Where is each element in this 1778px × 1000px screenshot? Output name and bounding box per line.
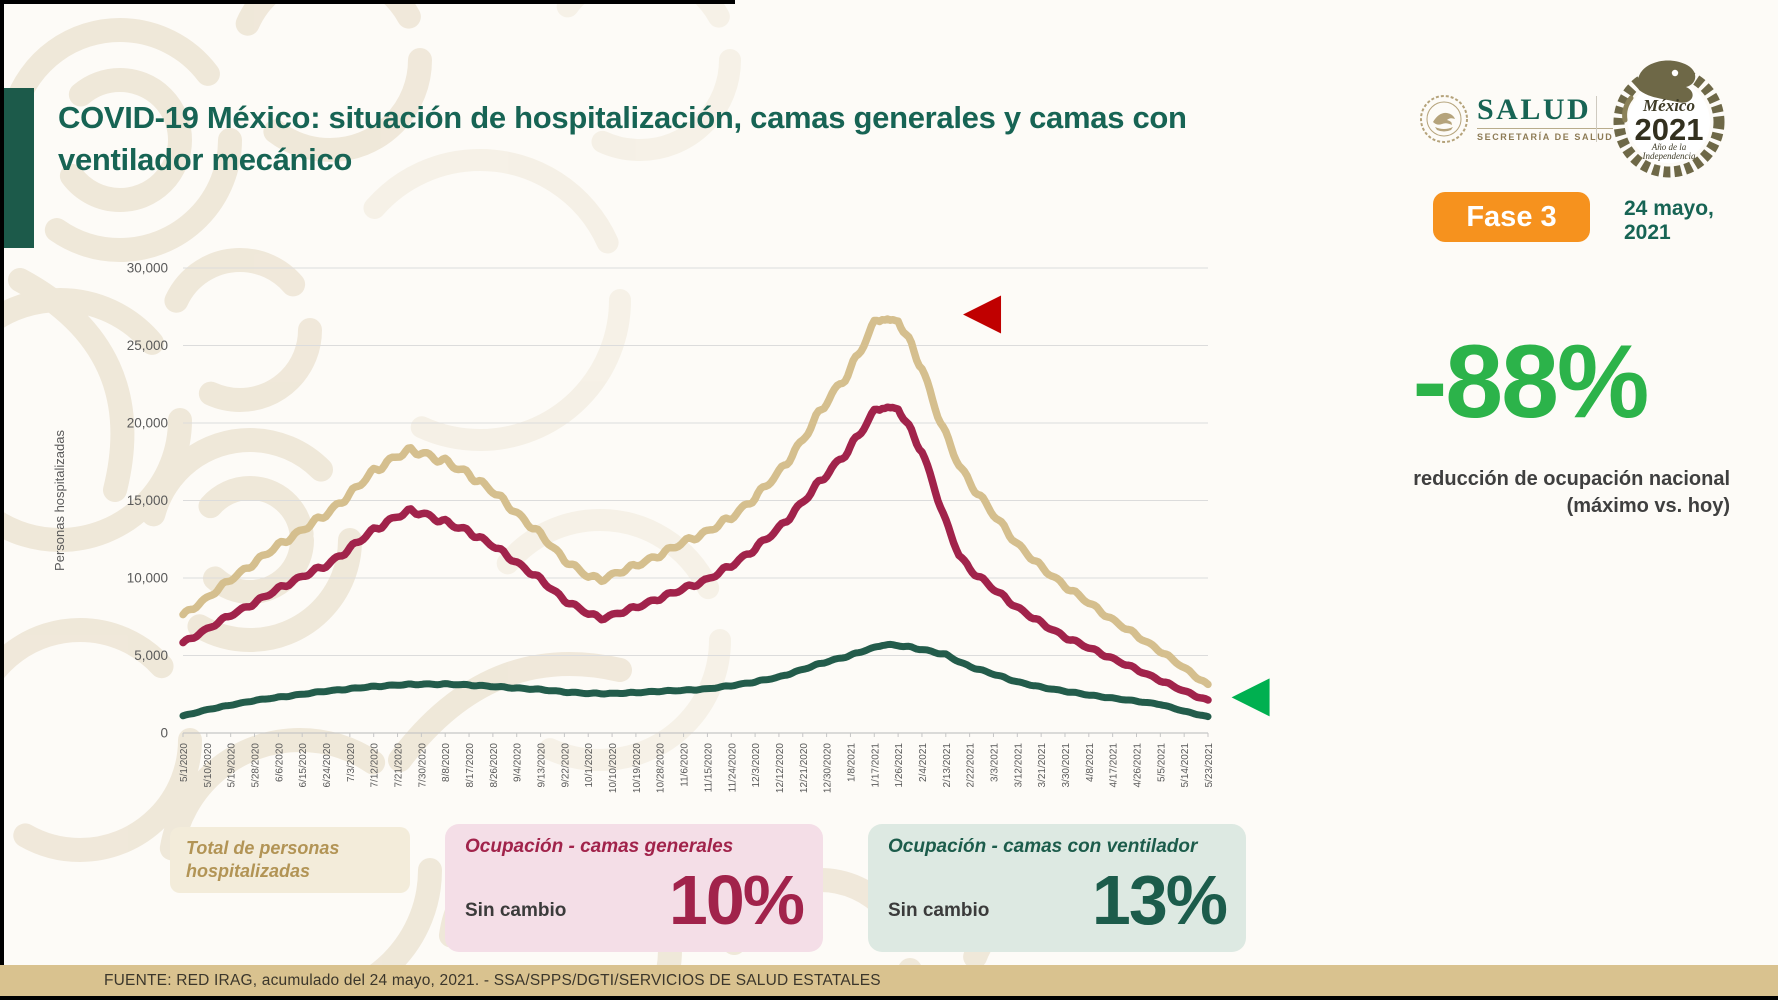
title-accent-bar [4, 88, 34, 248]
svg-text:3/21/2021: 3/21/2021 [1037, 743, 1048, 788]
stat-caption-line2: (máximo vs. hoy) [1566, 495, 1730, 517]
svg-text:5/14/2021: 5/14/2021 [1180, 743, 1191, 788]
legend-box-general-beds: Ocupación - camas generales Sin cambio 1… [445, 824, 823, 952]
svg-text:9/13/2020: 9/13/2020 [537, 743, 548, 788]
page-border-left [0, 0, 4, 1000]
legend-ventilator-title: Ocupación - camas con ventilador [888, 836, 1198, 857]
svg-text:12/30/2020: 12/30/2020 [823, 743, 834, 793]
legend-box-total: Total de personas hospitalizadas [170, 827, 410, 893]
stat-caption-line1: reducción de ocupación nacional [1413, 468, 1730, 490]
page-border-top [0, 0, 735, 4]
salud-subtitle: SECRETARÍA DE SALUD [1477, 132, 1614, 142]
svg-text:1/26/2021: 1/26/2021 [894, 743, 905, 788]
svg-text:5/1/2020: 5/1/2020 [179, 743, 190, 782]
stat-reduction-value: -88% [1412, 324, 1650, 440]
salud-eagle-seal-icon [1420, 95, 1468, 143]
svg-text:4/26/2021: 4/26/2021 [1132, 743, 1143, 788]
stat-reduction-caption: reducción de ocupación nacional (máximo … [1330, 466, 1730, 520]
svg-text:5/19/2020: 5/19/2020 [227, 743, 238, 788]
svg-text:Personas hospitalizadas: Personas hospitalizadas [52, 430, 67, 571]
svg-text:3/12/2021: 3/12/2021 [1013, 743, 1024, 788]
svg-text:4/17/2021: 4/17/2021 [1109, 743, 1120, 788]
page-border-bottom [0, 996, 1778, 1000]
svg-text:12/21/2020: 12/21/2020 [799, 743, 810, 793]
legend-ventilator-status: Sin cambio [888, 900, 990, 921]
legend-general-status: Sin cambio [465, 900, 567, 921]
header-date-line2: 2021 [1624, 221, 1671, 244]
header-logo-divider [1596, 96, 1597, 142]
svg-text:5,000: 5,000 [134, 648, 168, 663]
mexico-logo-text-2021: 2021 [1635, 112, 1704, 147]
svg-text:6/24/2020: 6/24/2020 [322, 743, 333, 788]
header-date-line1: 24 mayo, [1624, 197, 1714, 220]
footer-source-text: FUENTE: RED IRAG, acumulado del 24 mayo,… [104, 971, 881, 989]
svg-text:1/8/2021: 1/8/2021 [846, 743, 857, 782]
legend-box-ventilator-beds: Ocupación - camas con ventilador Sin cam… [868, 824, 1246, 952]
svg-text:12/3/2020: 12/3/2020 [751, 743, 762, 788]
svg-text:4/8/2021: 4/8/2021 [1085, 743, 1096, 782]
svg-text:5/5/2021: 5/5/2021 [1156, 743, 1167, 782]
phase-badge: Fase 3 [1433, 192, 1590, 242]
svg-text:11/15/2020: 11/15/2020 [703, 743, 714, 793]
salud-divider-rule [1477, 128, 1614, 129]
svg-text:12/12/2020: 12/12/2020 [775, 743, 786, 793]
legend-total-label: Total de personas hospitalizadas [186, 838, 340, 881]
svg-text:20,000: 20,000 [127, 416, 168, 431]
svg-text:7/12/2020: 7/12/2020 [370, 743, 381, 788]
mexico-logo-text-mexico: México [1642, 96, 1695, 115]
svg-text:11/6/2020: 11/6/2020 [680, 743, 691, 787]
salud-wordmark: SALUD [1477, 93, 1592, 126]
svg-text:25,000: 25,000 [127, 338, 168, 353]
mexico-logo-text-independencia: Independencia [1642, 151, 1696, 161]
svg-text:7/21/2020: 7/21/2020 [394, 743, 405, 788]
svg-text:15,000: 15,000 [127, 493, 168, 508]
svg-text:8/17/2020: 8/17/2020 [465, 743, 476, 788]
svg-text:2/13/2021: 2/13/2021 [942, 743, 953, 788]
svg-text:10/19/2020: 10/19/2020 [632, 743, 643, 793]
svg-text:5/28/2020: 5/28/2020 [251, 743, 262, 788]
svg-text:3/30/2021: 3/30/2021 [1061, 743, 1072, 788]
legend-general-title: Ocupación - camas generales [465, 836, 734, 857]
svg-text:10/10/2020: 10/10/2020 [608, 743, 619, 793]
page-title: COVID-19 México: situación de hospitaliz… [58, 99, 1187, 177]
svg-text:30,000: 30,000 [127, 261, 168, 276]
svg-text:10/28/2020: 10/28/2020 [656, 743, 667, 793]
footer-source-bar: FUENTE: RED IRAG, acumulado del 24 mayo,… [0, 965, 1778, 996]
svg-text:8/8/2020: 8/8/2020 [441, 743, 452, 782]
header-date: 24 mayo, 2021 [1624, 197, 1714, 245]
svg-text:11/24/2020: 11/24/2020 [727, 743, 738, 793]
svg-text:3/3/2021: 3/3/2021 [989, 743, 1000, 782]
svg-text:10/1/2020: 10/1/2020 [584, 743, 595, 788]
legend-general-value: 10% [668, 861, 805, 939]
svg-text:5/23/2021: 5/23/2021 [1204, 743, 1215, 788]
chart-region: 0 5,000 10,000 15,000 20,000 25,000 30,000 Pers… [50, 250, 1300, 825]
svg-text:1/17/2021: 1/17/2021 [870, 743, 881, 788]
svg-text:6/6/2020: 6/6/2020 [274, 743, 285, 782]
svg-text:7/30/2020: 7/30/2020 [417, 743, 428, 788]
svg-text:9/22/2020: 9/22/2020 [560, 743, 571, 788]
svg-text:2/4/2021: 2/4/2021 [918, 743, 929, 782]
svg-text:7/3/2020: 7/3/2020 [346, 743, 357, 782]
svg-text:2/22/2021: 2/22/2021 [966, 743, 977, 788]
mexico-2021-logo: México 2021 Año de la Independencia [1613, 60, 1725, 178]
legend-ventilator-value: 13% [1091, 861, 1228, 939]
salud-logo: SALUD SECRETARÍA DE SALUD [1419, 93, 1614, 144]
hospitalization-chart: 0 5,000 10,000 15,000 20,000 25,000 30,000 Pers… [52, 261, 1270, 793]
svg-text:9/4/2020: 9/4/2020 [513, 743, 524, 782]
svg-text:6/15/2020: 6/15/2020 [298, 743, 309, 788]
svg-text:10,000: 10,000 [127, 571, 168, 586]
svg-text:0: 0 [160, 726, 168, 741]
mexico-logo-text-ano: Año de la [1651, 142, 1687, 152]
svg-text:8/26/2020: 8/26/2020 [489, 743, 500, 788]
svg-text:5/10/2020: 5/10/2020 [203, 743, 214, 788]
